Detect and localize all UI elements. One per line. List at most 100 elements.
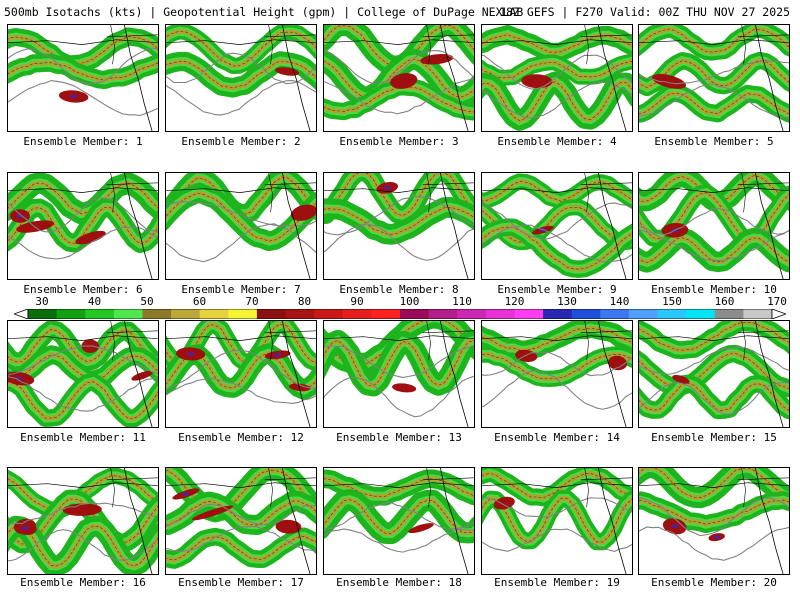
colorbar-segment <box>113 309 143 319</box>
ensemble-member-label: Ensemble Member: 13 <box>336 431 462 444</box>
isotach-map-graphic <box>639 25 789 131</box>
ensemble-member-label: Ensemble Member: 10 <box>651 283 777 296</box>
isotach-map-graphic <box>166 173 316 279</box>
ensemble-member-map <box>7 24 159 132</box>
ensemble-member-label: Ensemble Member: 7 <box>181 283 301 296</box>
colorbar-segment <box>543 309 573 319</box>
isotach-map-graphic <box>166 25 316 131</box>
isotach-map-graphic <box>482 468 632 574</box>
colorbar-segment <box>628 309 659 319</box>
colorbar-tick-label: 150 <box>662 295 682 308</box>
colorbar-segment <box>371 309 401 319</box>
ensemble-member-label: Ensemble Member: 1 <box>23 135 143 148</box>
colorbar-segment <box>457 309 487 319</box>
colorbar-tick-label: 100 <box>399 295 420 308</box>
isotach-map-graphic <box>639 321 789 427</box>
ensemble-member-label: Ensemble Member: 20 <box>651 576 777 589</box>
ensemble-member-map <box>7 172 159 280</box>
colorbar-segment <box>28 309 58 319</box>
ensemble-member-map <box>638 320 790 428</box>
ensemble-member-map <box>165 172 317 280</box>
ensemble-member-map <box>165 467 317 575</box>
isotach-map-graphic <box>324 468 474 574</box>
colorbar-tick-label: 170 <box>767 295 787 308</box>
colorbar-tick-label: 90 <box>350 295 364 308</box>
ensemble-member-map <box>323 467 475 575</box>
colorbar-tick-label: 160 <box>714 295 735 308</box>
ensemble-member-map <box>638 24 790 132</box>
colorbar-segment <box>514 309 544 319</box>
ensemble-member-map <box>481 24 633 132</box>
map-header: 500mb Isotachs (kts) | Geopotential Heig… <box>4 4 796 20</box>
colorbar-segment <box>142 309 172 319</box>
isotach-map-graphic <box>324 321 474 427</box>
isotach-map-graphic <box>8 321 158 427</box>
ensemble-member-map <box>481 320 633 428</box>
ensemble-member-map <box>481 467 633 575</box>
isotach-map-graphic <box>8 468 158 574</box>
colorbar-segment <box>571 309 601 319</box>
ensemble-member-map <box>165 24 317 132</box>
colorbar-segment <box>400 309 430 319</box>
ensemble-member-map <box>323 172 475 280</box>
isotach-map-graphic <box>482 25 632 131</box>
colorbar-tick-label: 140 <box>609 295 630 308</box>
isotach-map-graphic <box>482 321 632 427</box>
colorbar-segment <box>285 309 315 319</box>
colorbar-left-arrow <box>14 309 29 319</box>
ensemble-member-label: Ensemble Member: 8 <box>339 283 459 296</box>
ensemble-member-label: Ensemble Member: 2 <box>181 135 301 148</box>
ensemble-member-map <box>638 467 790 575</box>
ensemble-member-map <box>638 172 790 280</box>
ensemble-member-label: Ensemble Member: 19 <box>494 576 620 589</box>
colorbar-segment <box>171 309 201 319</box>
colorbar-segment <box>714 309 744 319</box>
colorbar-segment <box>485 309 515 319</box>
colorbar-segment <box>314 309 344 319</box>
ensemble-member-label: Ensemble Member: 14 <box>494 431 620 444</box>
colorbar-segment <box>256 309 287 319</box>
isotach-map-graphic <box>482 173 632 279</box>
isotach-map-graphic <box>166 321 316 427</box>
colorbar-tick-label: 110 <box>452 295 472 308</box>
colorbar-segment <box>743 309 773 319</box>
colorbar-tick-label: 30 <box>35 295 49 308</box>
header-title: 500mb Isotachs (kts) | Geopotential Heig… <box>4 5 524 19</box>
ensemble-member-map <box>323 24 475 132</box>
ensemble-member-label: Ensemble Member: 16 <box>20 576 146 589</box>
ensemble-member-map <box>165 320 317 428</box>
colorbar-segment <box>342 309 372 319</box>
colorbar-segment <box>85 309 115 319</box>
ensemble-member-label: Ensemble Member: 11 <box>20 431 146 444</box>
isotach-map-graphic <box>324 173 474 279</box>
isotach-map-graphic <box>324 25 474 131</box>
ensemble-member-label: Ensemble Member: 4 <box>497 135 617 148</box>
ensemble-member-label: Ensemble Member: 15 <box>651 431 777 444</box>
colorbar-tick-label: 60 <box>192 295 207 308</box>
colorbar-segment <box>56 309 86 319</box>
ensemble-member-label: Ensemble Member: 18 <box>336 576 462 589</box>
colorbar-tick-label: 40 <box>87 295 102 308</box>
ensemble-member-map <box>7 467 159 575</box>
colorbar-segment <box>657 309 687 319</box>
colorbar-tick-label: 120 <box>504 295 525 308</box>
ensemble-member-label: Ensemble Member: 9 <box>497 283 617 296</box>
ensemble-member-label: Ensemble Member: 6 <box>23 283 143 296</box>
ensemble-member-label: Ensemble Member: 12 <box>178 431 304 444</box>
ensemble-member-label: Ensemble Member: 5 <box>654 135 774 148</box>
isotach-map-graphic <box>8 173 158 279</box>
isotach-map-graphic <box>639 173 789 279</box>
colorbar-tick-label: 70 <box>245 295 259 308</box>
isotach-map-graphic <box>639 468 789 574</box>
colorbar-segment <box>228 309 258 319</box>
wind-speed-colorbar <box>14 309 786 319</box>
colorbar-right-arrow <box>771 309 786 319</box>
ensemble-member-map <box>481 172 633 280</box>
colorbar-segment <box>600 309 630 319</box>
colorbar-segment <box>199 309 229 319</box>
ensemble-member-map <box>323 320 475 428</box>
colorbar-segment <box>686 309 716 319</box>
colorbar-tick-label: 50 <box>140 295 154 308</box>
ensemble-member-label: Ensemble Member: 3 <box>339 135 459 148</box>
ensemble-member-map <box>7 320 159 428</box>
